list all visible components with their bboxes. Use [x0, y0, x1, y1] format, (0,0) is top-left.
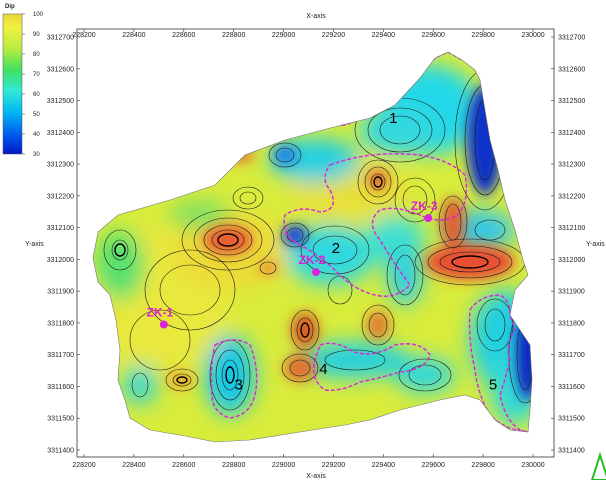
x-tick-label: 228400 [122, 32, 145, 39]
y-tick-label: 3311900 [558, 289, 585, 296]
colorbar-tick-label: 40 [33, 132, 40, 138]
y-tick-label: 3312000 [558, 257, 585, 264]
well-marker [311, 268, 320, 277]
x-tick-label: 229200 [322, 32, 345, 39]
y-axis-label-left: Y-axis [25, 241, 44, 248]
zone-label-5: 5 [489, 377, 497, 394]
x-tick-label: 228200 [72, 462, 95, 469]
x-axis-label-top: X-axis [306, 13, 326, 20]
zone-label-3: 3 [234, 377, 242, 394]
well-label: ZK-1 [146, 306, 173, 320]
x-tick-label: 229800 [471, 32, 494, 39]
x-tick-label: 228800 [222, 32, 245, 39]
y-tick-label: 3312000 [47, 257, 74, 264]
x-tick-label: 229600 [422, 32, 445, 39]
x-tick-labels: 228200 228200 228400 228400 228600 228600 2288… [72, 29, 545, 469]
y-tick-label: 3311500 [558, 416, 585, 423]
x-tick-label: 230000 [521, 32, 544, 39]
x-tick-label: 229000 [272, 462, 295, 469]
colorbar-tick-label: 30 [33, 152, 40, 158]
x-tick-label: 229800 [471, 462, 494, 469]
y-tick-label: 3312100 [47, 225, 74, 232]
y-tick-label: 3311900 [47, 289, 74, 296]
colorbar-tick-label: 70 [33, 72, 40, 78]
zone-label-2: 2 [332, 240, 340, 257]
y-tick-label: 3311600 [47, 384, 74, 391]
y-tick-label: 3311800 [47, 320, 74, 327]
zone-label-4: 4 [319, 361, 327, 378]
colorbar-title: Dip [5, 4, 15, 10]
x-tick-label: 229600 [422, 462, 445, 469]
x-tick-label: 228600 [172, 462, 195, 469]
y-tick-label: 3311800 [558, 320, 585, 327]
y-tick-label: 3312700 [47, 35, 74, 42]
x-tick-label: 228200 [72, 32, 95, 39]
colorbar-tick-label: 90 [33, 32, 40, 38]
x-tick-label: 229200 [322, 462, 345, 469]
y-tick-labels: 3311400 3311400 3311500 3311500 3311600 33116… [47, 35, 586, 455]
x-tick-label: 230000 [521, 462, 544, 469]
well-markers: ZK-1 ZK-2 ZK-3 [146, 199, 438, 329]
y-tick-label: 3312300 [47, 162, 74, 169]
y-tick-label: 3312200 [47, 193, 74, 200]
colorbar-gradient [2, 13, 23, 155]
well-label: ZK-2 [299, 253, 326, 267]
y-tick-label: 3311600 [558, 384, 585, 391]
y-tick-label: 3312600 [558, 66, 585, 73]
plot-frame [76, 28, 555, 458]
x-tick-label: 228400 [122, 462, 145, 469]
north-arrow-icon [590, 451, 606, 480]
well-marker [159, 320, 168, 329]
y-tick-label: 3312200 [558, 193, 585, 200]
well-marker [424, 214, 433, 223]
x-tick-label: 229400 [372, 32, 395, 39]
dip-surface [93, 52, 532, 442]
y-tick-label: 3311400 [47, 448, 74, 455]
y-tick-label: 3312100 [558, 225, 585, 232]
y-tick-label: 3312700 [558, 35, 585, 42]
colorbar-tick-label: 100 [33, 12, 44, 18]
y-tick-label: 3312400 [558, 130, 585, 137]
y-tick-label: 3311700 [47, 352, 74, 359]
colorbar-tick-label: 50 [33, 112, 40, 118]
colorbar: Dip 30 40 50 60 70 80 90 100 [2, 4, 44, 158]
y-axis-label-right: Y-axis [586, 241, 605, 248]
well-label: ZK-3 [411, 199, 438, 213]
x-tick-label: 229000 [272, 32, 295, 39]
x-tick-label: 228600 [172, 32, 195, 39]
x-axis-label-bottom: X-axis [306, 473, 326, 480]
zone-labels: 1 2 3 4 5 [234, 110, 497, 394]
y-tick-label: 3312600 [47, 66, 74, 73]
colorbar-tick-label: 80 [33, 52, 40, 58]
y-tick-label: 3311400 [558, 448, 585, 455]
y-tick-label: 3312300 [558, 162, 585, 169]
y-tick-label: 3312400 [47, 130, 74, 137]
y-tick-label: 3312500 [47, 98, 74, 105]
y-tick-label: 3311500 [47, 416, 74, 423]
map-outline [92, 51, 533, 443]
y-tick-label: 3312500 [558, 98, 585, 105]
zone-label-1: 1 [389, 110, 397, 127]
colorbar-tick-label: 60 [33, 92, 40, 98]
x-tick-label: 229400 [372, 462, 395, 469]
y-tick-label: 3311700 [558, 352, 585, 359]
x-tick-label: 228800 [222, 462, 245, 469]
